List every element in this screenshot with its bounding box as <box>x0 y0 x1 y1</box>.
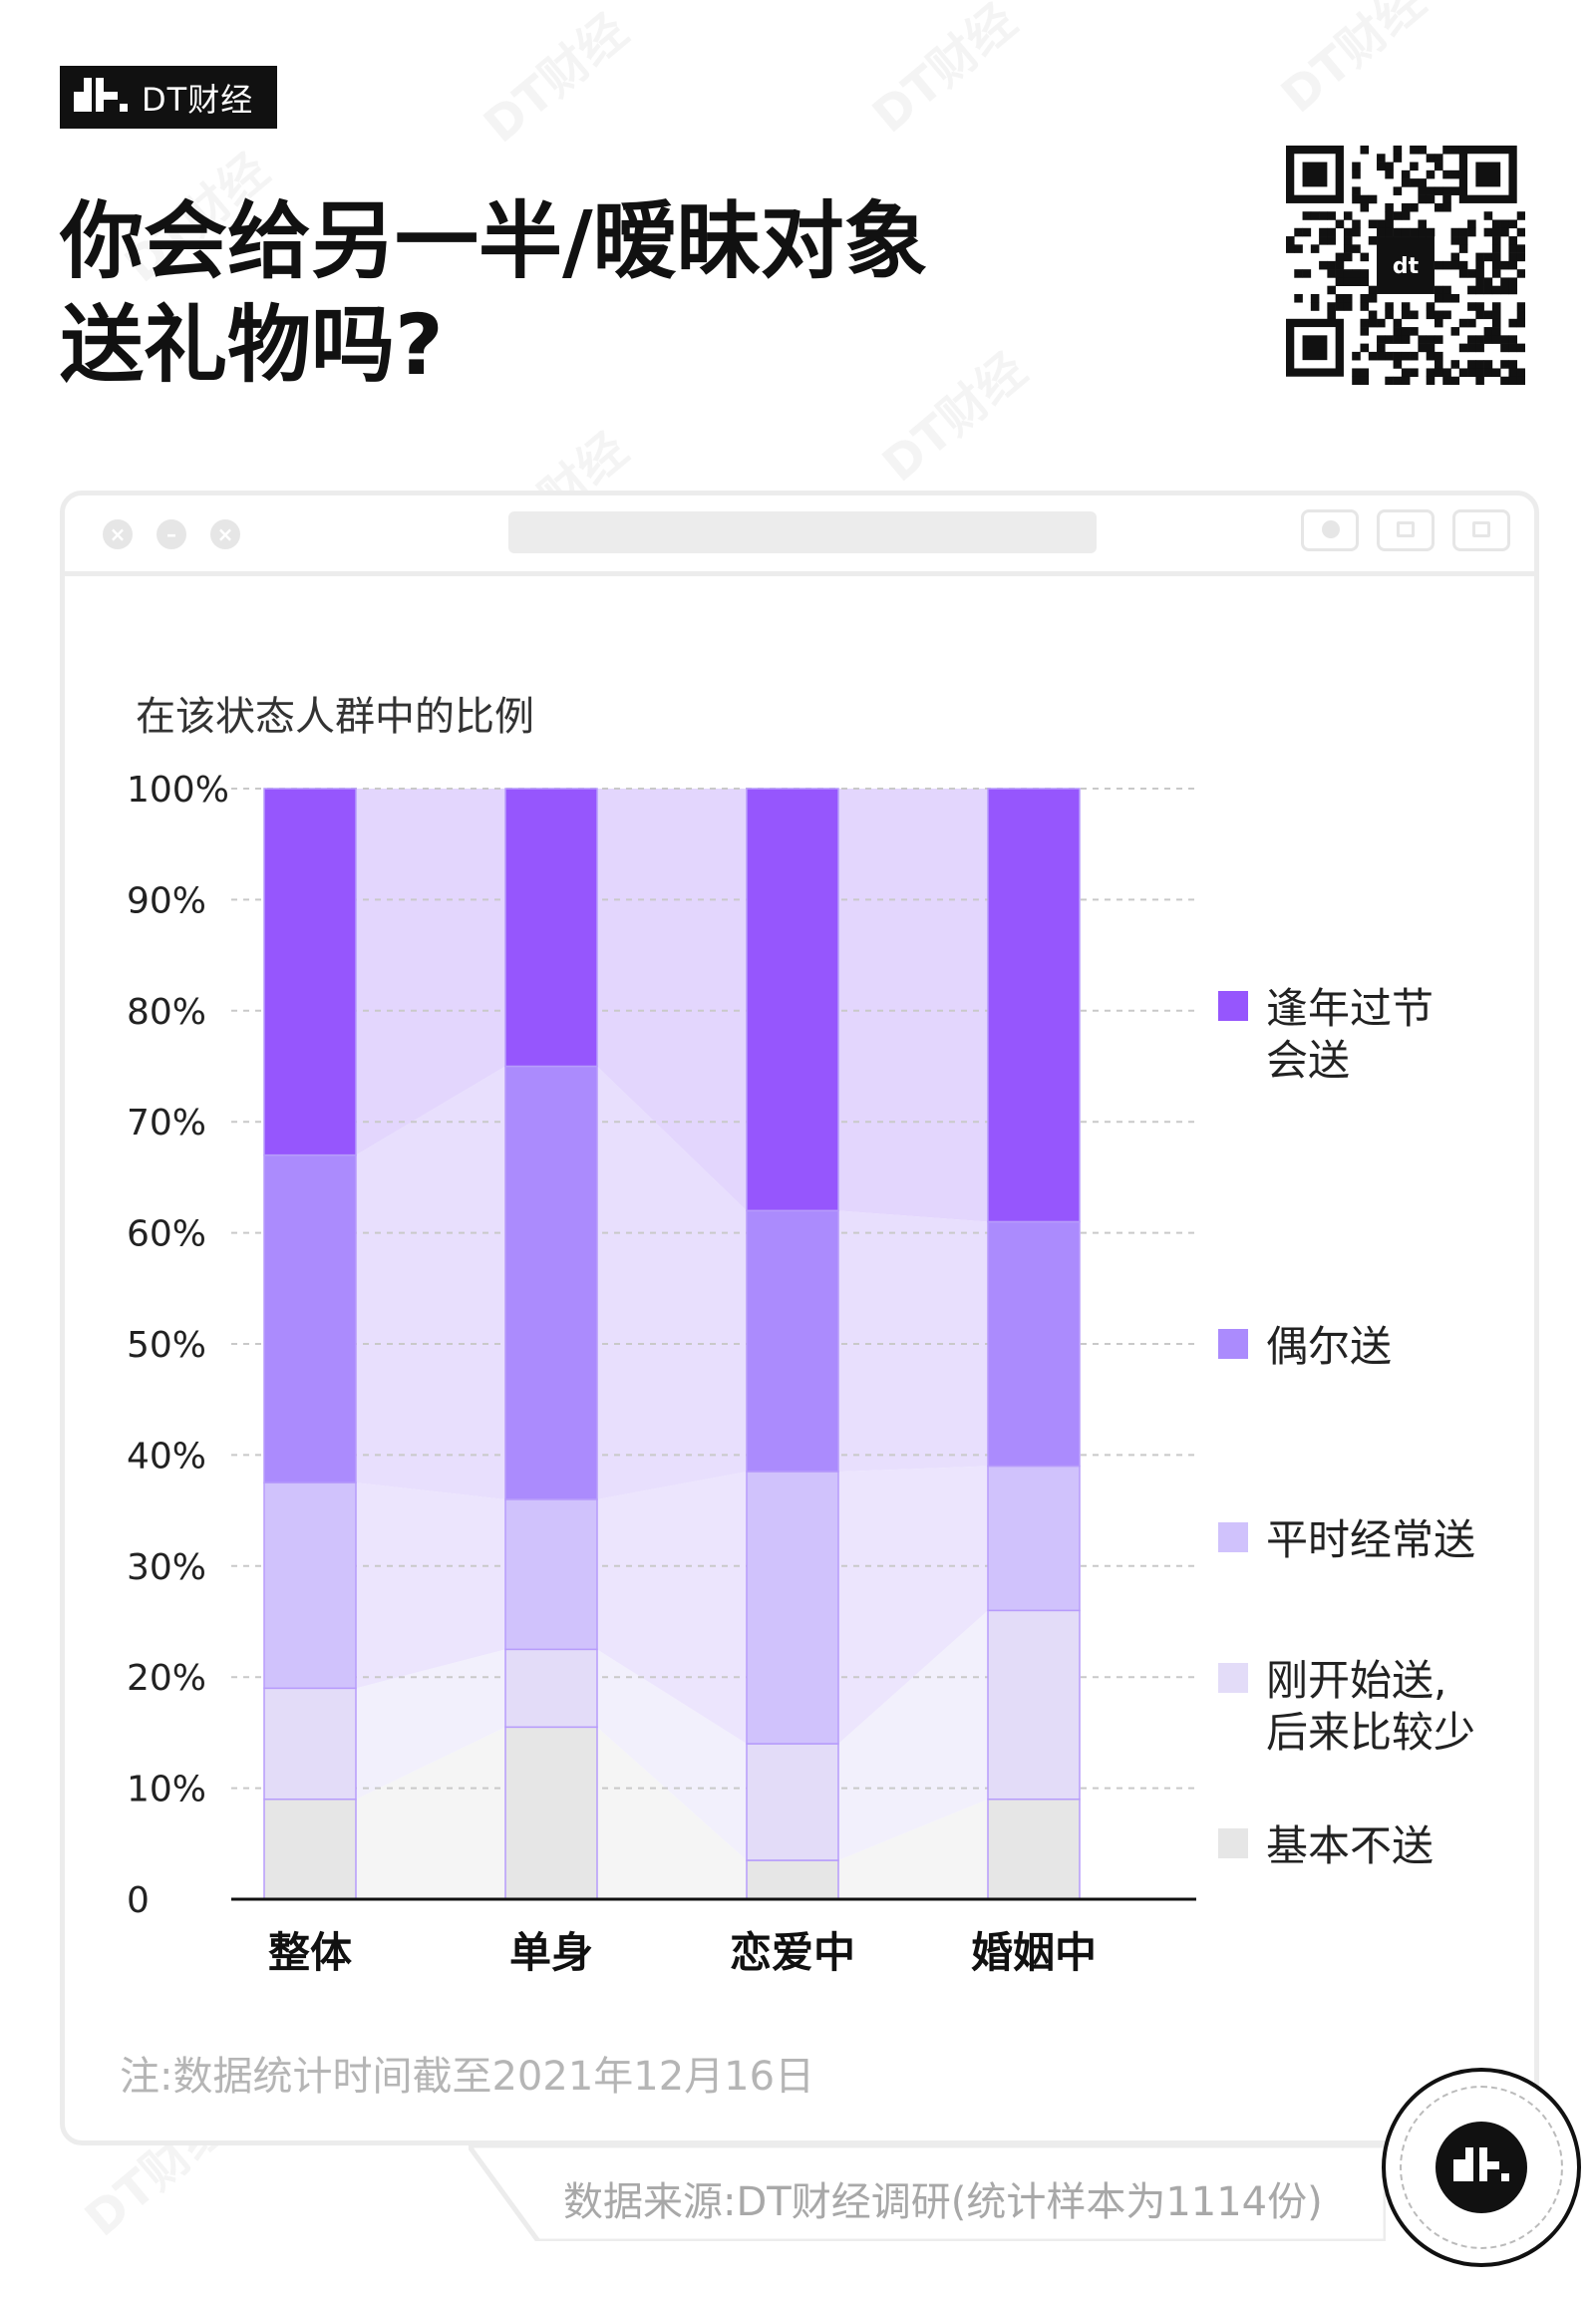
page-title: 你会给另一半/暧昧对象 送礼物吗? <box>60 189 957 397</box>
bar-segment <box>263 1798 357 1900</box>
svg-text:dt: dt <box>1393 254 1420 279</box>
legend-label: 逢年过节 会送 <box>1266 984 1435 1085</box>
legend-item: 基本不送 <box>1218 1820 1517 1872</box>
band-1 <box>838 1799 988 1899</box>
band-2 <box>838 1610 988 1861</box>
maximize-icon[interactable]: × <box>210 519 240 549</box>
window-titlebar: × – × <box>65 495 1534 576</box>
y-tick-label: 50% <box>127 1325 206 1366</box>
bar-segment <box>504 1498 598 1651</box>
legend-item: 刚开始送, 后来比较少 <box>1218 1655 1517 1759</box>
legend-swatch <box>1218 1522 1248 1552</box>
bar-segment <box>504 1726 598 1900</box>
band-2 <box>356 1649 505 1800</box>
y-tick-label: 90% <box>127 880 206 921</box>
bar-segment <box>504 1648 598 1729</box>
minimize-icon[interactable]: – <box>157 519 186 549</box>
band-1 <box>597 1727 747 1899</box>
legend-label: 偶尔送 <box>1266 1322 1393 1371</box>
bar-segment <box>987 788 1081 1223</box>
legend-item: 平时经常送 <box>1218 1514 1517 1566</box>
y-tick-label: 30% <box>127 1547 206 1588</box>
band-5 <box>597 789 747 1211</box>
dt-logo-icon <box>74 77 128 112</box>
bar-segment <box>987 1220 1081 1468</box>
legend-label: 刚开始送, 后来比较少 <box>1266 1656 1476 1757</box>
y-tick-label: 100% <box>127 770 229 811</box>
band-4 <box>597 1066 747 1499</box>
y-tick-label: 20% <box>127 1658 206 1699</box>
x-tick-label: 整体 <box>268 1928 352 1977</box>
share-icon[interactable] <box>1377 509 1435 551</box>
legend-item: 逢年过节 会送 <box>1218 983 1517 1087</box>
band-3 <box>597 1472 747 1745</box>
bar-segment <box>263 1153 357 1483</box>
title-line-2: 送礼物吗? <box>60 296 444 394</box>
source-tab <box>469 2145 1386 2241</box>
brand-name: DT财经 <box>142 80 254 119</box>
legend-swatch <box>1218 991 1248 1021</box>
y-tick-label: 10% <box>127 1770 206 1810</box>
chart-title: 在该状态人群中的比例 <box>136 694 534 740</box>
band-3 <box>838 1466 988 1745</box>
bar-segment <box>263 1481 357 1690</box>
bar-segment <box>987 1465 1081 1612</box>
legend-swatch <box>1218 1329 1248 1359</box>
qr-code-icon[interactable]: dt <box>1286 146 1525 385</box>
bar-segment <box>746 1209 839 1473</box>
brand-badge: DT财经 <box>60 66 277 129</box>
x-tick-label: 恋爱中 <box>730 1928 855 1977</box>
data-source: 数据来源:DT财经调研(统计样本为1114份) <box>563 2179 1323 2225</box>
y-tick-label: 80% <box>127 992 206 1033</box>
band-5 <box>838 789 988 1222</box>
bar-segment <box>987 1798 1081 1900</box>
y-tick-label: 40% <box>127 1436 206 1477</box>
legend-label: 基本不送 <box>1266 1821 1435 1870</box>
bar-segment <box>504 1065 598 1500</box>
legend-swatch <box>1218 1828 1248 1858</box>
title-line-1: 你会给另一半/暧昧对象 <box>60 192 928 290</box>
x-tick-label: 婚姻中 <box>971 1928 1097 1977</box>
bar-segment <box>746 788 839 1212</box>
bar-segment <box>263 1687 357 1801</box>
bar-segment <box>987 1609 1081 1801</box>
y-tick-label: 70% <box>127 1103 206 1144</box>
band-4 <box>838 1210 988 1473</box>
close-icon[interactable]: × <box>103 519 133 549</box>
bar-segment <box>504 788 598 1068</box>
band-1 <box>356 1727 505 1899</box>
band-2 <box>597 1649 747 1861</box>
bar-segment <box>746 1743 839 1861</box>
record-icon[interactable] <box>1301 509 1359 551</box>
y-tick-label: 60% <box>127 1214 206 1255</box>
dt-logo-icon <box>1436 2122 1527 2213</box>
band-3 <box>356 1482 505 1689</box>
band-4 <box>356 1066 505 1499</box>
bar-segment <box>746 1859 839 1900</box>
legend-swatch <box>1218 1663 1248 1693</box>
footnote: 注:数据统计时间截至2021年12月16日 <box>120 2054 815 2100</box>
round-logo <box>1382 2068 1581 2267</box>
legend-label: 平时经常送 <box>1266 1515 1476 1564</box>
y-tick-label: 0 <box>127 1880 150 1921</box>
legend-item: 偶尔送 <box>1218 1321 1517 1373</box>
address-bar[interactable] <box>508 511 1097 553</box>
band-5 <box>356 789 505 1155</box>
bar-segment <box>263 788 357 1156</box>
x-tick-label: 单身 <box>509 1928 593 1977</box>
window-icon[interactable] <box>1452 509 1510 551</box>
bar-segment <box>746 1471 839 1745</box>
